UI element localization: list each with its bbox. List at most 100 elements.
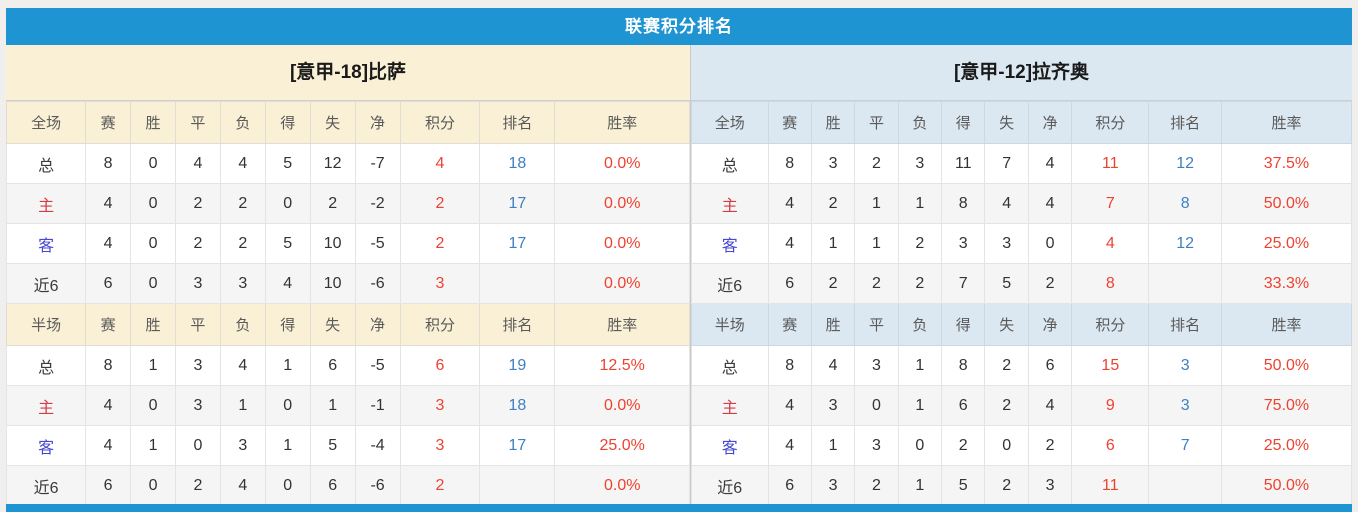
win-rate-cell: 25.0% [554, 425, 690, 466]
points-cell: 4 [399, 143, 481, 184]
points-cell: 7 [1071, 183, 1150, 224]
goals-against-cell: 6 [309, 465, 356, 506]
points-cell: 2 [399, 183, 481, 224]
points-cell: 3 [399, 385, 481, 426]
goals-for-cell: 3 [941, 223, 986, 264]
column-header-row-half: 半场赛胜平负得失净积分 排名 胜率 [691, 303, 1353, 346]
losses-cell: 4 [219, 345, 266, 386]
draws-cell: 2 [854, 465, 899, 506]
wins-cell: 2 [810, 263, 856, 304]
goal-diff-cell: 4 [1027, 183, 1073, 224]
goal-diff-cell: 6 [1027, 345, 1073, 386]
wins-cell: 0 [130, 143, 176, 184]
column-header-draws-cell: 平 [174, 303, 221, 346]
goals-against-cell: 2 [984, 465, 1029, 506]
stats-row-away: 客 4 1 0 3 1 5 -4 3 17 25.0% [5, 425, 690, 466]
rank-cell: 3 [1148, 345, 1222, 386]
win-rate-cell: 25.0% [1220, 223, 1353, 264]
rank-cell: 12 [1148, 143, 1222, 184]
win-rate-cell: 0.0% [554, 465, 690, 506]
column-header-draws-cell: 平 [174, 101, 221, 144]
row-label: 近6 [691, 465, 769, 506]
column-header-losses-cell: 负 [897, 101, 943, 144]
column-header-rank-cell: 排名 [1148, 303, 1222, 346]
points-cell: 3 [399, 425, 481, 466]
league-ranking-widget: 联赛积分排名 [意甲-18]比萨 全场赛胜平负得失净积分 排名 胜率总 8 0 4 4 5 12… [5, 8, 1353, 506]
column-header-draws-cell: 平 [854, 101, 899, 144]
points-cell: 9 [1071, 385, 1150, 426]
goals-for-cell: 11 [941, 143, 986, 184]
games-cell: 8 [85, 143, 132, 184]
column-header-games-cell: 赛 [767, 303, 812, 346]
goals-for-cell: 4 [264, 263, 311, 304]
column-header-goals-for-cell: 得 [941, 101, 986, 144]
losses-cell: 3 [219, 263, 266, 304]
goal-diff-cell: -5 [354, 345, 401, 386]
rank-cell [479, 465, 556, 506]
win-rate-cell: 37.5% [1220, 143, 1353, 184]
column-header-losses-cell: 负 [219, 303, 266, 346]
stats-row-recent: 近6 6 0 2 4 0 6 -6 2 0.0% [5, 465, 690, 506]
games-cell: 8 [767, 345, 812, 386]
games-cell: 4 [85, 223, 132, 264]
stats-row-away: 客 4 1 1 2 3 3 0 4 12 25.0% [691, 223, 1353, 264]
goal-diff-cell: 3 [1027, 465, 1073, 506]
column-header-win-rate-cell: 胜率 [554, 101, 690, 144]
wins-cell: 3 [810, 385, 856, 426]
column-header-goals-against-cell: 失 [984, 303, 1029, 346]
draws-cell: 3 [174, 385, 221, 426]
rank-cell: 17 [479, 223, 556, 264]
win-rate-cell: 33.3% [1220, 263, 1353, 304]
column-header-goals-against-cell: 失 [984, 101, 1029, 144]
points-cell: 8 [1071, 263, 1150, 304]
points-cell: 6 [1071, 425, 1150, 466]
wins-cell: 0 [130, 263, 176, 304]
points-cell: 11 [1071, 465, 1150, 506]
goals-for-cell: 5 [941, 465, 986, 506]
games-cell: 4 [767, 425, 812, 466]
row-label: 近6 [5, 465, 87, 506]
wins-cell: 1 [810, 425, 856, 466]
draws-cell: 0 [174, 425, 221, 466]
goals-for-cell: 0 [264, 385, 311, 426]
footer-accent-bar [6, 504, 1352, 512]
goal-diff-cell: -6 [354, 263, 401, 304]
stats-row-home: 主 4 0 3 1 0 1 -1 3 18 0.0% [5, 385, 690, 426]
stats-row-total: 总 8 1 3 4 1 6 -5 6 19 12.5% [5, 345, 690, 386]
column-header-row-full: 全场赛胜平负得失净积分 排名 胜率 [691, 101, 1353, 144]
draws-cell: 2 [174, 183, 221, 224]
goal-diff-cell: -7 [354, 143, 401, 184]
goals-against-cell: 3 [984, 223, 1029, 264]
points-cell: 3 [399, 263, 481, 304]
wins-cell: 3 [810, 465, 856, 506]
wins-cell: 3 [810, 143, 856, 184]
losses-cell: 3 [219, 425, 266, 466]
rank-cell: 17 [479, 425, 556, 466]
row-label: 主 [5, 385, 87, 426]
draws-cell: 0 [854, 385, 899, 426]
draws-cell: 3 [854, 345, 899, 386]
team-title-lazio: [意甲-12]拉齐奥 [691, 45, 1352, 101]
draws-cell: 2 [174, 465, 221, 506]
games-cell: 4 [767, 223, 812, 264]
losses-cell: 0 [897, 425, 943, 466]
goals-for-cell: 5 [264, 223, 311, 264]
stats-row-home: 主 4 2 1 1 8 4 4 7 8 50.0% [691, 183, 1353, 224]
wins-cell: 1 [130, 345, 176, 386]
stats-row-total: 总 8 3 2 3 11 7 4 11 12 37.5% [691, 143, 1353, 184]
column-header-row-half: 半场赛胜平负得失净积分 排名 胜率 [5, 303, 690, 346]
draws-cell: 1 [854, 183, 899, 224]
goals-for-cell: 2 [941, 425, 986, 466]
stats-row-recent: 近6 6 3 2 1 5 2 3 11 50.0% [691, 465, 1353, 506]
losses-cell: 3 [897, 143, 943, 184]
goals-against-cell: 10 [309, 263, 356, 304]
goals-against-cell: 0 [984, 425, 1029, 466]
row-label: 客 [5, 223, 87, 264]
goals-against-cell: 1 [309, 385, 356, 426]
games-cell: 6 [767, 465, 812, 506]
points-cell: 2 [399, 465, 481, 506]
column-header-losses-cell: 负 [897, 303, 943, 346]
losses-cell: 2 [897, 223, 943, 264]
losses-cell: 1 [897, 465, 943, 506]
losses-cell: 1 [897, 345, 943, 386]
